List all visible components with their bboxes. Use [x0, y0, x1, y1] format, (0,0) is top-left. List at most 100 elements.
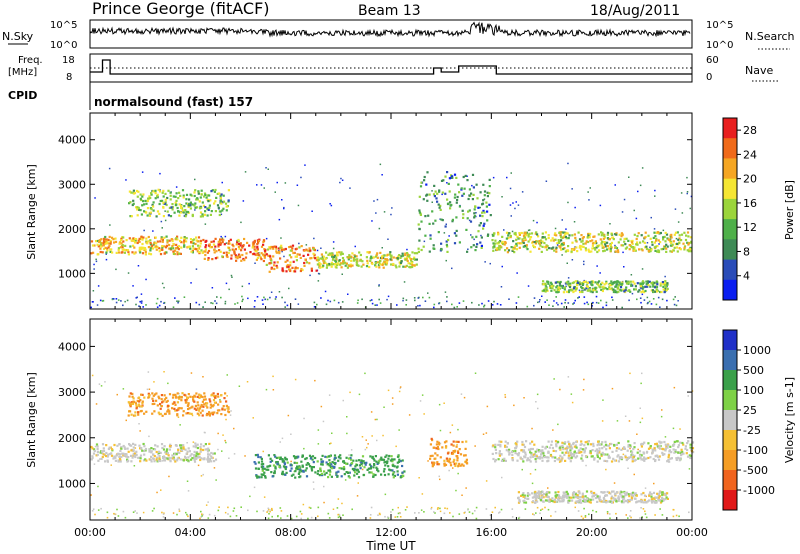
heatmap-cell: [183, 393, 186, 396]
heatmap-cell: [444, 463, 448, 466]
heatmap-cell: [340, 177, 342, 180]
heatmap-cell: [596, 265, 598, 267]
heatmap-cell: [653, 286, 657, 289]
heatmap-cell: [348, 471, 351, 474]
station-title: Prince George (fitACF): [92, 0, 270, 18]
heatmap-cell: [664, 285, 668, 288]
heatmap-cell: [423, 175, 426, 179]
heatmap-cell: [288, 268, 291, 271]
heatmap-cell: [323, 473, 326, 476]
heatmap-cell: [176, 513, 178, 516]
heatmap-cell: [328, 252, 331, 255]
heatmap-cell: [219, 399, 221, 401]
colorbar-tick-label: 4: [743, 270, 750, 283]
heatmap-cell: [204, 402, 207, 405]
heatmap-cell: [588, 513, 590, 516]
heatmap-cell: [163, 394, 166, 397]
heatmap-cell: [210, 394, 213, 397]
heatmap-cell: [299, 510, 302, 513]
heatmap-cell: [655, 231, 658, 235]
heatmap-cell: [119, 459, 122, 462]
heatmap-cell: [599, 204, 602, 207]
heatmap-cell: [207, 200, 210, 203]
heatmap-cell: [213, 248, 216, 251]
heatmap-cell: [158, 397, 161, 400]
heatmap-cell: [210, 246, 214, 249]
heatmap-cell: [501, 196, 503, 198]
heatmap-cell: [611, 283, 614, 286]
heatmap-cell: [253, 252, 256, 255]
heatmap-cell: [480, 244, 483, 247]
heatmap-cell: [356, 469, 359, 472]
heatmap-cell: [127, 414, 130, 417]
heatmap-cell: [259, 456, 262, 459]
heatmap-cell: [278, 465, 281, 468]
heatmap-cell: [491, 304, 494, 306]
heatmap-cell: [622, 288, 625, 291]
heatmap-cell: [507, 237, 510, 240]
heatmap-cell: [534, 497, 537, 500]
heatmap-cell: [601, 447, 604, 450]
heatmap-cell: [581, 290, 584, 294]
heatmap-cell: [555, 246, 558, 249]
heatmap-cell: [320, 297, 322, 299]
heatmap-cell: [527, 233, 530, 236]
heatmap-cell: [593, 241, 596, 244]
heatmap-cell: [567, 302, 570, 304]
heatmap-cell: [214, 396, 217, 399]
heatmap-cell: [531, 427, 533, 430]
heatmap-cell: [586, 443, 590, 446]
heatmap-cell: [672, 427, 675, 430]
heatmap-cell: [198, 250, 201, 254]
heatmap-cell: [317, 429, 320, 431]
heatmap-cell: [156, 404, 159, 407]
heatmap-cell: [157, 459, 160, 462]
heatmap-cell: [271, 245, 274, 249]
heatmap-cell: [596, 245, 600, 248]
heatmap-cell: [109, 250, 112, 253]
heatmap-cell: [527, 235, 530, 238]
heatmap-cell: [342, 399, 344, 402]
heatmap-cell: [662, 229, 665, 232]
heatmap-cell: [136, 195, 139, 198]
heatmap-cell: [683, 231, 686, 234]
heatmap-cell: [571, 401, 574, 404]
heatmap-cell: [529, 238, 532, 241]
heatmap-cell: [402, 474, 405, 477]
heatmap-cell: [291, 244, 295, 247]
heatmap-cell: [363, 466, 366, 469]
heatmap-cell: [312, 248, 315, 251]
heatmap-cell: [154, 189, 157, 192]
heatmap-cell: [585, 490, 589, 493]
heatmap-cell: [104, 454, 108, 458]
heatmap-cell: [185, 240, 188, 243]
heatmap-cell: [197, 247, 200, 250]
nsky-trace: [89, 21, 691, 38]
heatmap-cell: [636, 243, 639, 246]
heatmap-cell: [467, 508, 469, 511]
heatmap-cell: [215, 196, 218, 199]
heatmap-cell: [575, 446, 578, 449]
heatmap-cell: [499, 304, 502, 306]
heatmap-cell: [524, 232, 527, 235]
heatmap-cell: [127, 450, 130, 453]
heatmap-cell: [565, 490, 568, 493]
heatmap-cell: [106, 247, 109, 250]
heatmap-cell: [541, 445, 544, 448]
heatmap-cell: [327, 512, 330, 515]
heatmap-cell: [133, 241, 137, 244]
heatmap-cell: [230, 257, 233, 260]
heatmap-cell: [391, 473, 395, 476]
heatmap-cell: [175, 243, 178, 246]
heatmap-cell: [562, 494, 565, 497]
heatmap-cell: [689, 248, 692, 251]
heatmap-cell: [448, 190, 451, 193]
heatmap-cell: [174, 403, 177, 406]
heatmap-cell: [197, 236, 201, 239]
heatmap-cell: [197, 244, 200, 247]
heatmap-cell: [266, 511, 268, 513]
heatmap-cell: [369, 257, 372, 260]
heatmap-cell: [586, 440, 589, 443]
heatmap-cell: [343, 473, 346, 476]
